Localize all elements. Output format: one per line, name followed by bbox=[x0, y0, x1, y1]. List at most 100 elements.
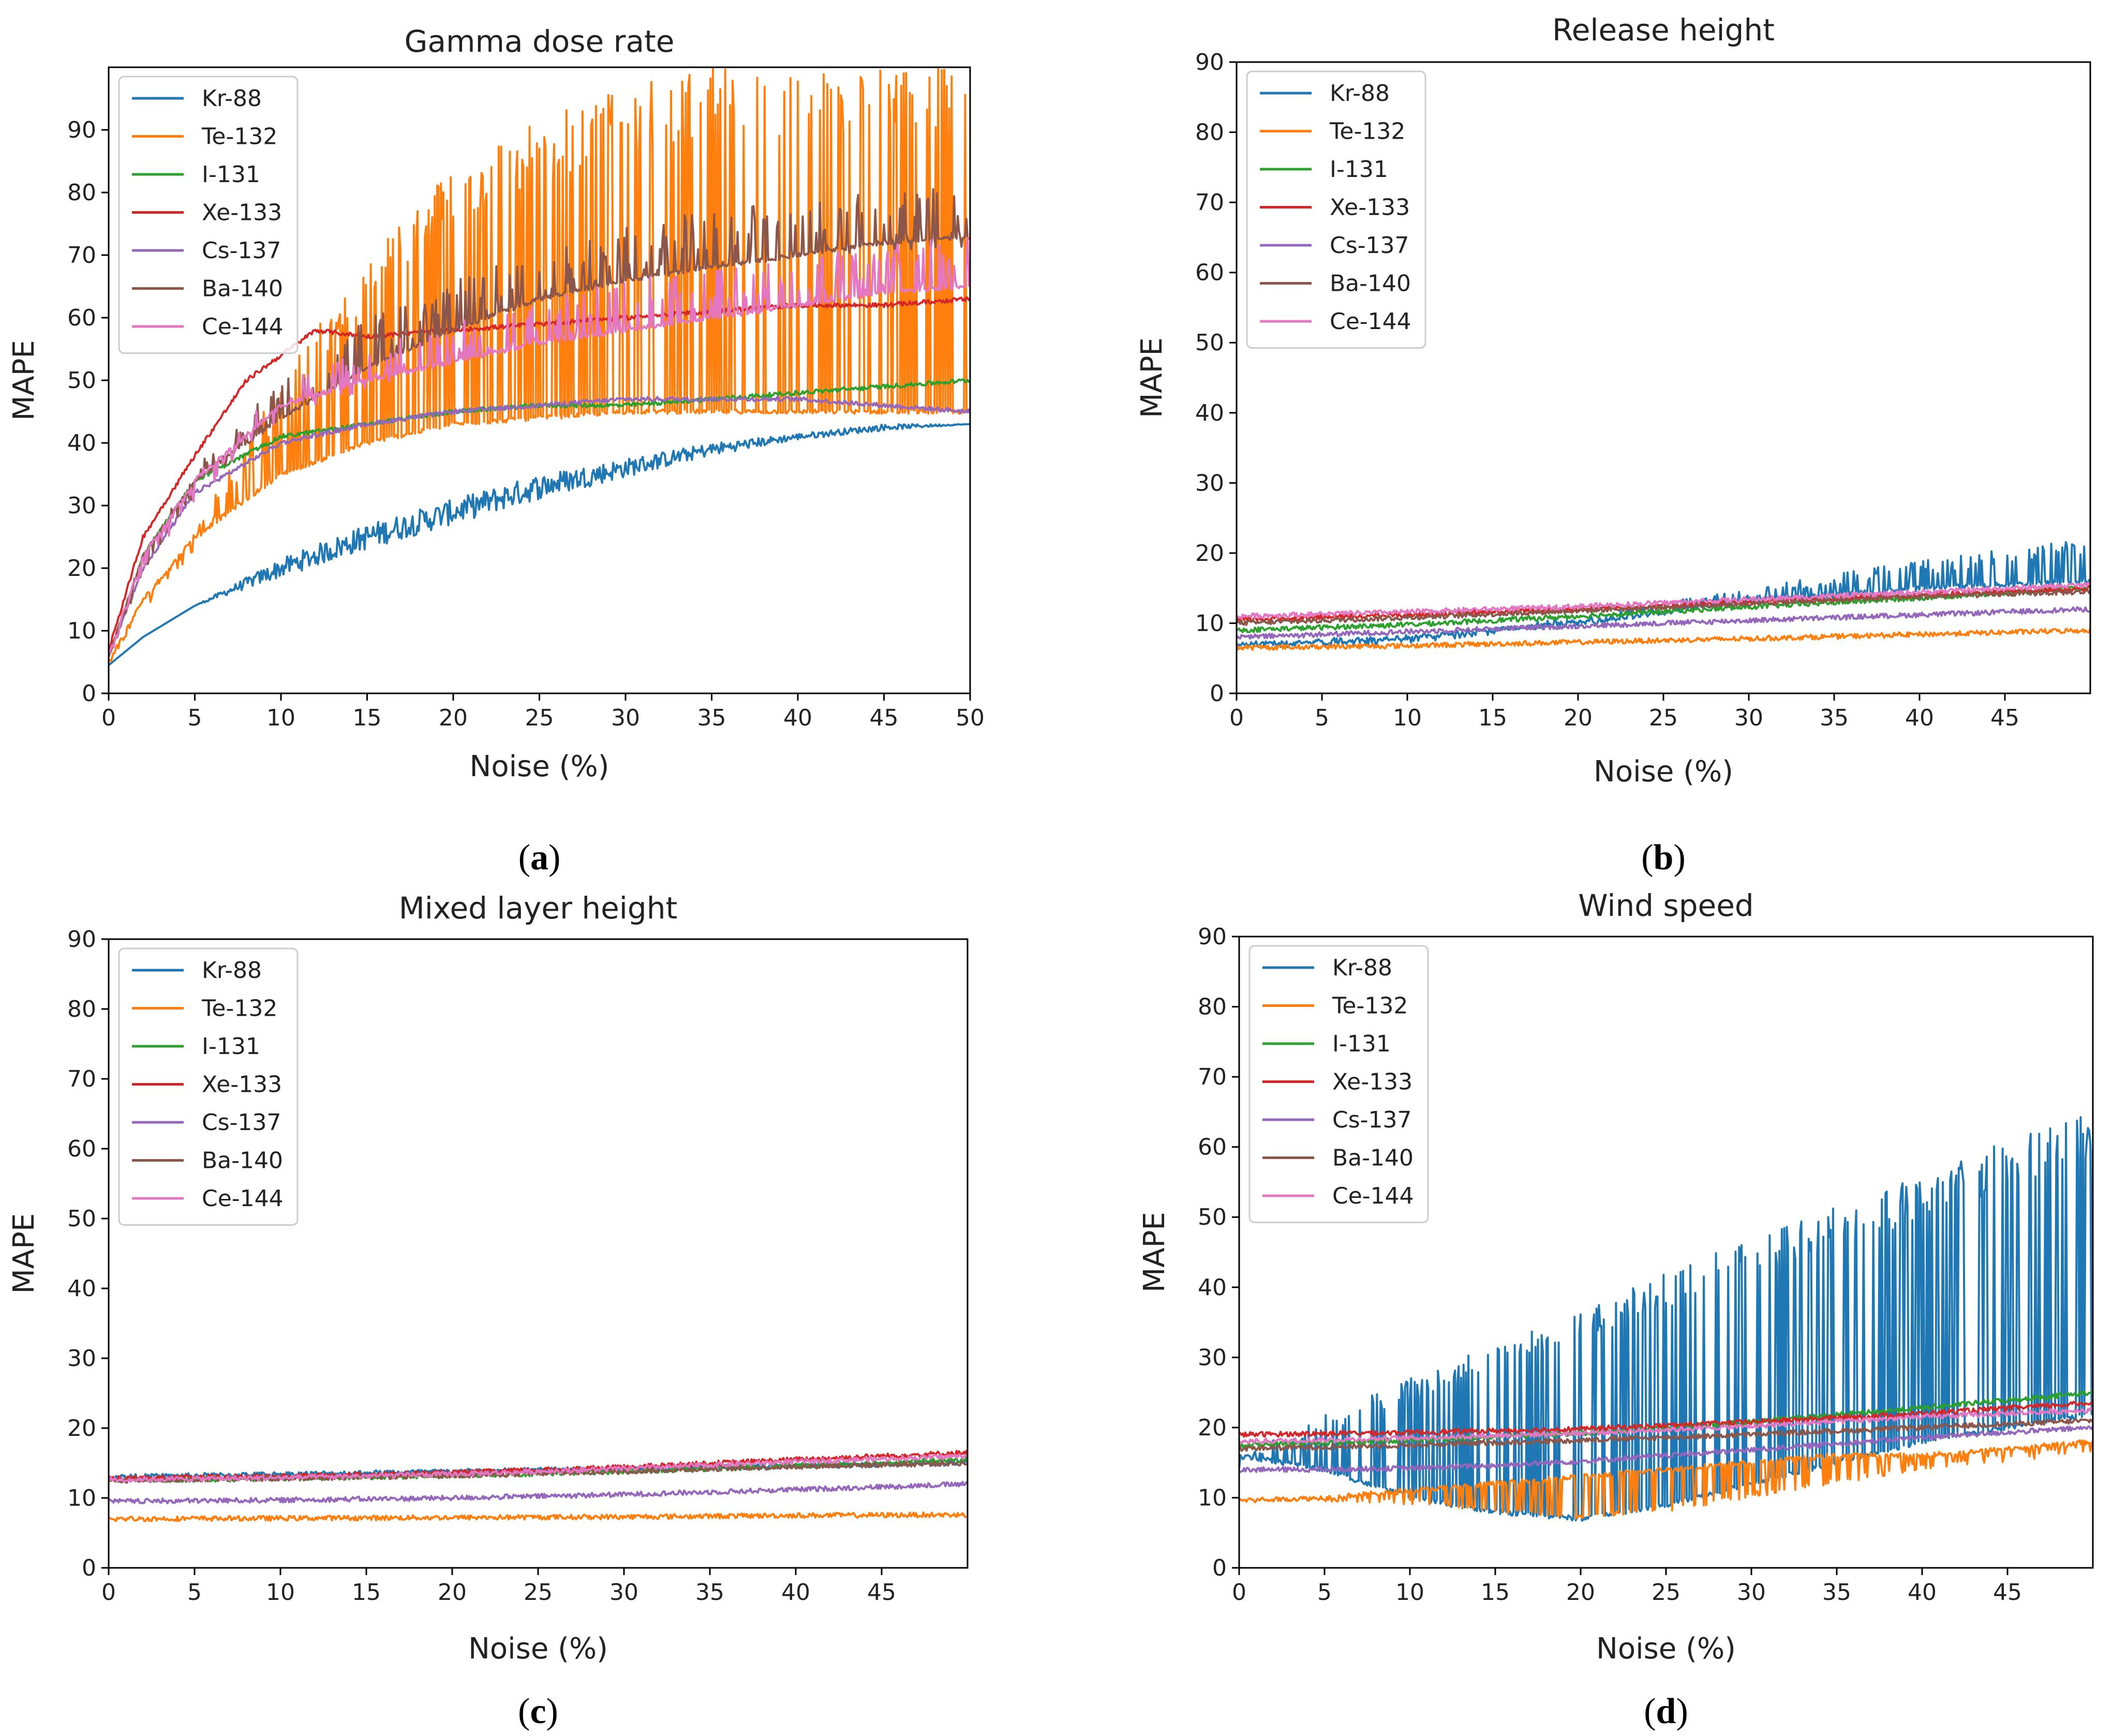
legend-label-i-131: I-131 bbox=[202, 161, 260, 188]
legend-box bbox=[1246, 70, 1426, 349]
x-tick-label: 25 bbox=[1649, 705, 1678, 731]
legend-label-ba-140: Ba-140 bbox=[202, 276, 283, 302]
series-group bbox=[109, 1449, 968, 1522]
legend-label-ce-144: Ce-144 bbox=[1330, 308, 1411, 335]
legend-label-ba-140: Ba-140 bbox=[202, 1148, 283, 1174]
x-tick-label: 30 bbox=[611, 705, 640, 731]
y-tick-label: 80 bbox=[1198, 994, 1227, 1020]
panel-a: 0 10 20 30 40 50 60 70 80 90 0 5 10 15 20 25 30 35 40 45 50 N… bbox=[7, 24, 985, 878]
x-tick-label: 30 bbox=[1734, 705, 1763, 731]
x-axis-title: Noise (%) bbox=[468, 1632, 608, 1666]
legend-label-xe-133: Xe-133 bbox=[202, 1072, 282, 1098]
legend-label-ba-140: Ba-140 bbox=[1332, 1145, 1414, 1171]
x-tick-label: 40 bbox=[1908, 1579, 1937, 1606]
x-tick-label: 15 bbox=[1478, 705, 1507, 731]
y-axis-title: MAPE bbox=[7, 340, 41, 421]
y-tick-label: 60 bbox=[1198, 1134, 1227, 1161]
y-tick-label: 30 bbox=[1195, 470, 1224, 496]
x-tick-label: 20 bbox=[439, 705, 468, 731]
y-tick-label: 0 bbox=[1210, 680, 1224, 707]
x-tick-label: 15 bbox=[1481, 1579, 1510, 1606]
x-tick-label: 10 bbox=[1395, 1579, 1424, 1606]
x-tick-label: 45 bbox=[1993, 1579, 2022, 1606]
y-tick-label: 80 bbox=[1195, 120, 1224, 146]
caption-open-paren: ( bbox=[518, 838, 530, 878]
legend-label-xe-133: Xe-133 bbox=[1332, 1069, 1412, 1095]
series-line-ce-144 bbox=[1239, 1406, 2093, 1445]
legend-label-xe-133: Xe-133 bbox=[202, 200, 282, 226]
x-axis-title: Noise (%) bbox=[1596, 1632, 1736, 1666]
x-tick-label: 20 bbox=[1564, 705, 1593, 731]
x-tick-label: 35 bbox=[1820, 705, 1849, 731]
y-tick-label: 50 bbox=[1198, 1204, 1227, 1230]
caption-close-paren: ) bbox=[546, 1692, 558, 1731]
y-tick-label: 40 bbox=[67, 1275, 96, 1302]
caption-letter: c bbox=[530, 1692, 546, 1731]
x-tick-label: 20 bbox=[438, 1579, 467, 1606]
y-tick-label: 20 bbox=[67, 555, 96, 582]
x-tick-label: 25 bbox=[1652, 1579, 1680, 1606]
y-tick-label: 40 bbox=[67, 430, 96, 456]
series-line-ce-144 bbox=[109, 1453, 968, 1483]
x-tick-label: 40 bbox=[783, 705, 812, 731]
y-tick-label: 60 bbox=[67, 1136, 96, 1162]
legend-label-te-132: Te-132 bbox=[1332, 993, 1408, 1019]
y-axis-title: MAPE bbox=[1138, 1212, 1171, 1293]
x-tick-label: 30 bbox=[1737, 1579, 1766, 1606]
x-tick-label: 0 bbox=[101, 1579, 116, 1606]
series-line-te-132 bbox=[109, 67, 970, 662]
panel-d: 0 10 20 30 40 50 60 70 80 90 0 5 10 15 20 25 30 35 40 45 Noi… bbox=[1138, 888, 2094, 1731]
legend-label-cs-137: Cs-137 bbox=[1330, 232, 1409, 259]
x-tick-label: 5 bbox=[1315, 705, 1329, 731]
caption-open-paren: ( bbox=[1641, 838, 1653, 878]
panel-c: 0 10 20 30 40 50 60 70 80 90 0 5 10 15 20 25 30 35 40 45 Noi… bbox=[7, 891, 969, 1731]
x-tick-label: 45 bbox=[1990, 705, 2019, 731]
series-line-kr-88 bbox=[109, 423, 970, 666]
legend-label-kr-88: Kr-88 bbox=[1330, 80, 1390, 107]
series-group bbox=[1237, 541, 2090, 651]
series-line-ce-144 bbox=[1237, 581, 2090, 619]
y-tick-label: 30 bbox=[67, 493, 96, 519]
y-tick-label: 90 bbox=[1195, 49, 1224, 76]
x-tick-label: 5 bbox=[187, 1579, 202, 1606]
legend-label-i-131: I-131 bbox=[1330, 156, 1388, 183]
y-tick-label: 50 bbox=[67, 367, 96, 394]
legend-label-ce-144: Ce-144 bbox=[202, 314, 284, 340]
series-line-ce-144 bbox=[109, 236, 970, 655]
y-tick-label: 20 bbox=[67, 1415, 96, 1442]
y-tick-label: 20 bbox=[1198, 1415, 1227, 1441]
y-tick-label: 0 bbox=[82, 1555, 96, 1581]
y-tick-label: 70 bbox=[67, 1066, 96, 1092]
series-line-ba-140 bbox=[1239, 1418, 2093, 1452]
x-tick-label: 35 bbox=[695, 1579, 724, 1606]
x-tick-label: 5 bbox=[1317, 1579, 1332, 1606]
legend-label-ce-144: Ce-144 bbox=[1332, 1183, 1414, 1209]
y-tick-label: 70 bbox=[1195, 189, 1224, 216]
legend-label-cs-137: Cs-137 bbox=[1332, 1107, 1412, 1133]
series-line-cs-137 bbox=[1239, 1425, 2093, 1473]
series-group bbox=[1239, 1116, 2093, 1522]
legend-label-i-131: I-131 bbox=[202, 1033, 260, 1060]
legend-label-xe-133: Xe-133 bbox=[1330, 195, 1410, 221]
y-tick-label: 80 bbox=[67, 996, 96, 1022]
legend-label-te-132: Te-132 bbox=[201, 124, 277, 150]
series-line-i-131 bbox=[109, 378, 970, 657]
x-tick-label: 0 bbox=[1232, 1579, 1246, 1606]
caption-letter: a bbox=[530, 838, 548, 878]
x-tick-label: 10 bbox=[266, 1579, 295, 1606]
x-tick-label: 10 bbox=[266, 705, 295, 731]
y-tick-label: 50 bbox=[67, 1206, 96, 1232]
y-tick-label: 20 bbox=[1195, 540, 1224, 567]
y-tick-label: 90 bbox=[67, 926, 96, 953]
series-line-cs-137 bbox=[109, 1480, 968, 1505]
y-tick-label: 0 bbox=[82, 680, 96, 707]
legend-label-kr-88: Kr-88 bbox=[202, 957, 262, 984]
y-tick-label: 90 bbox=[67, 117, 96, 143]
caption-letter: d bbox=[1656, 1692, 1676, 1731]
legend-label-kr-88: Kr-88 bbox=[1332, 955, 1392, 981]
x-tick-label: 35 bbox=[1822, 1579, 1851, 1606]
x-tick-label: 30 bbox=[609, 1579, 638, 1606]
x-tick-label: 20 bbox=[1566, 1579, 1595, 1606]
legend-label-ce-144: Ce-144 bbox=[202, 1185, 284, 1212]
